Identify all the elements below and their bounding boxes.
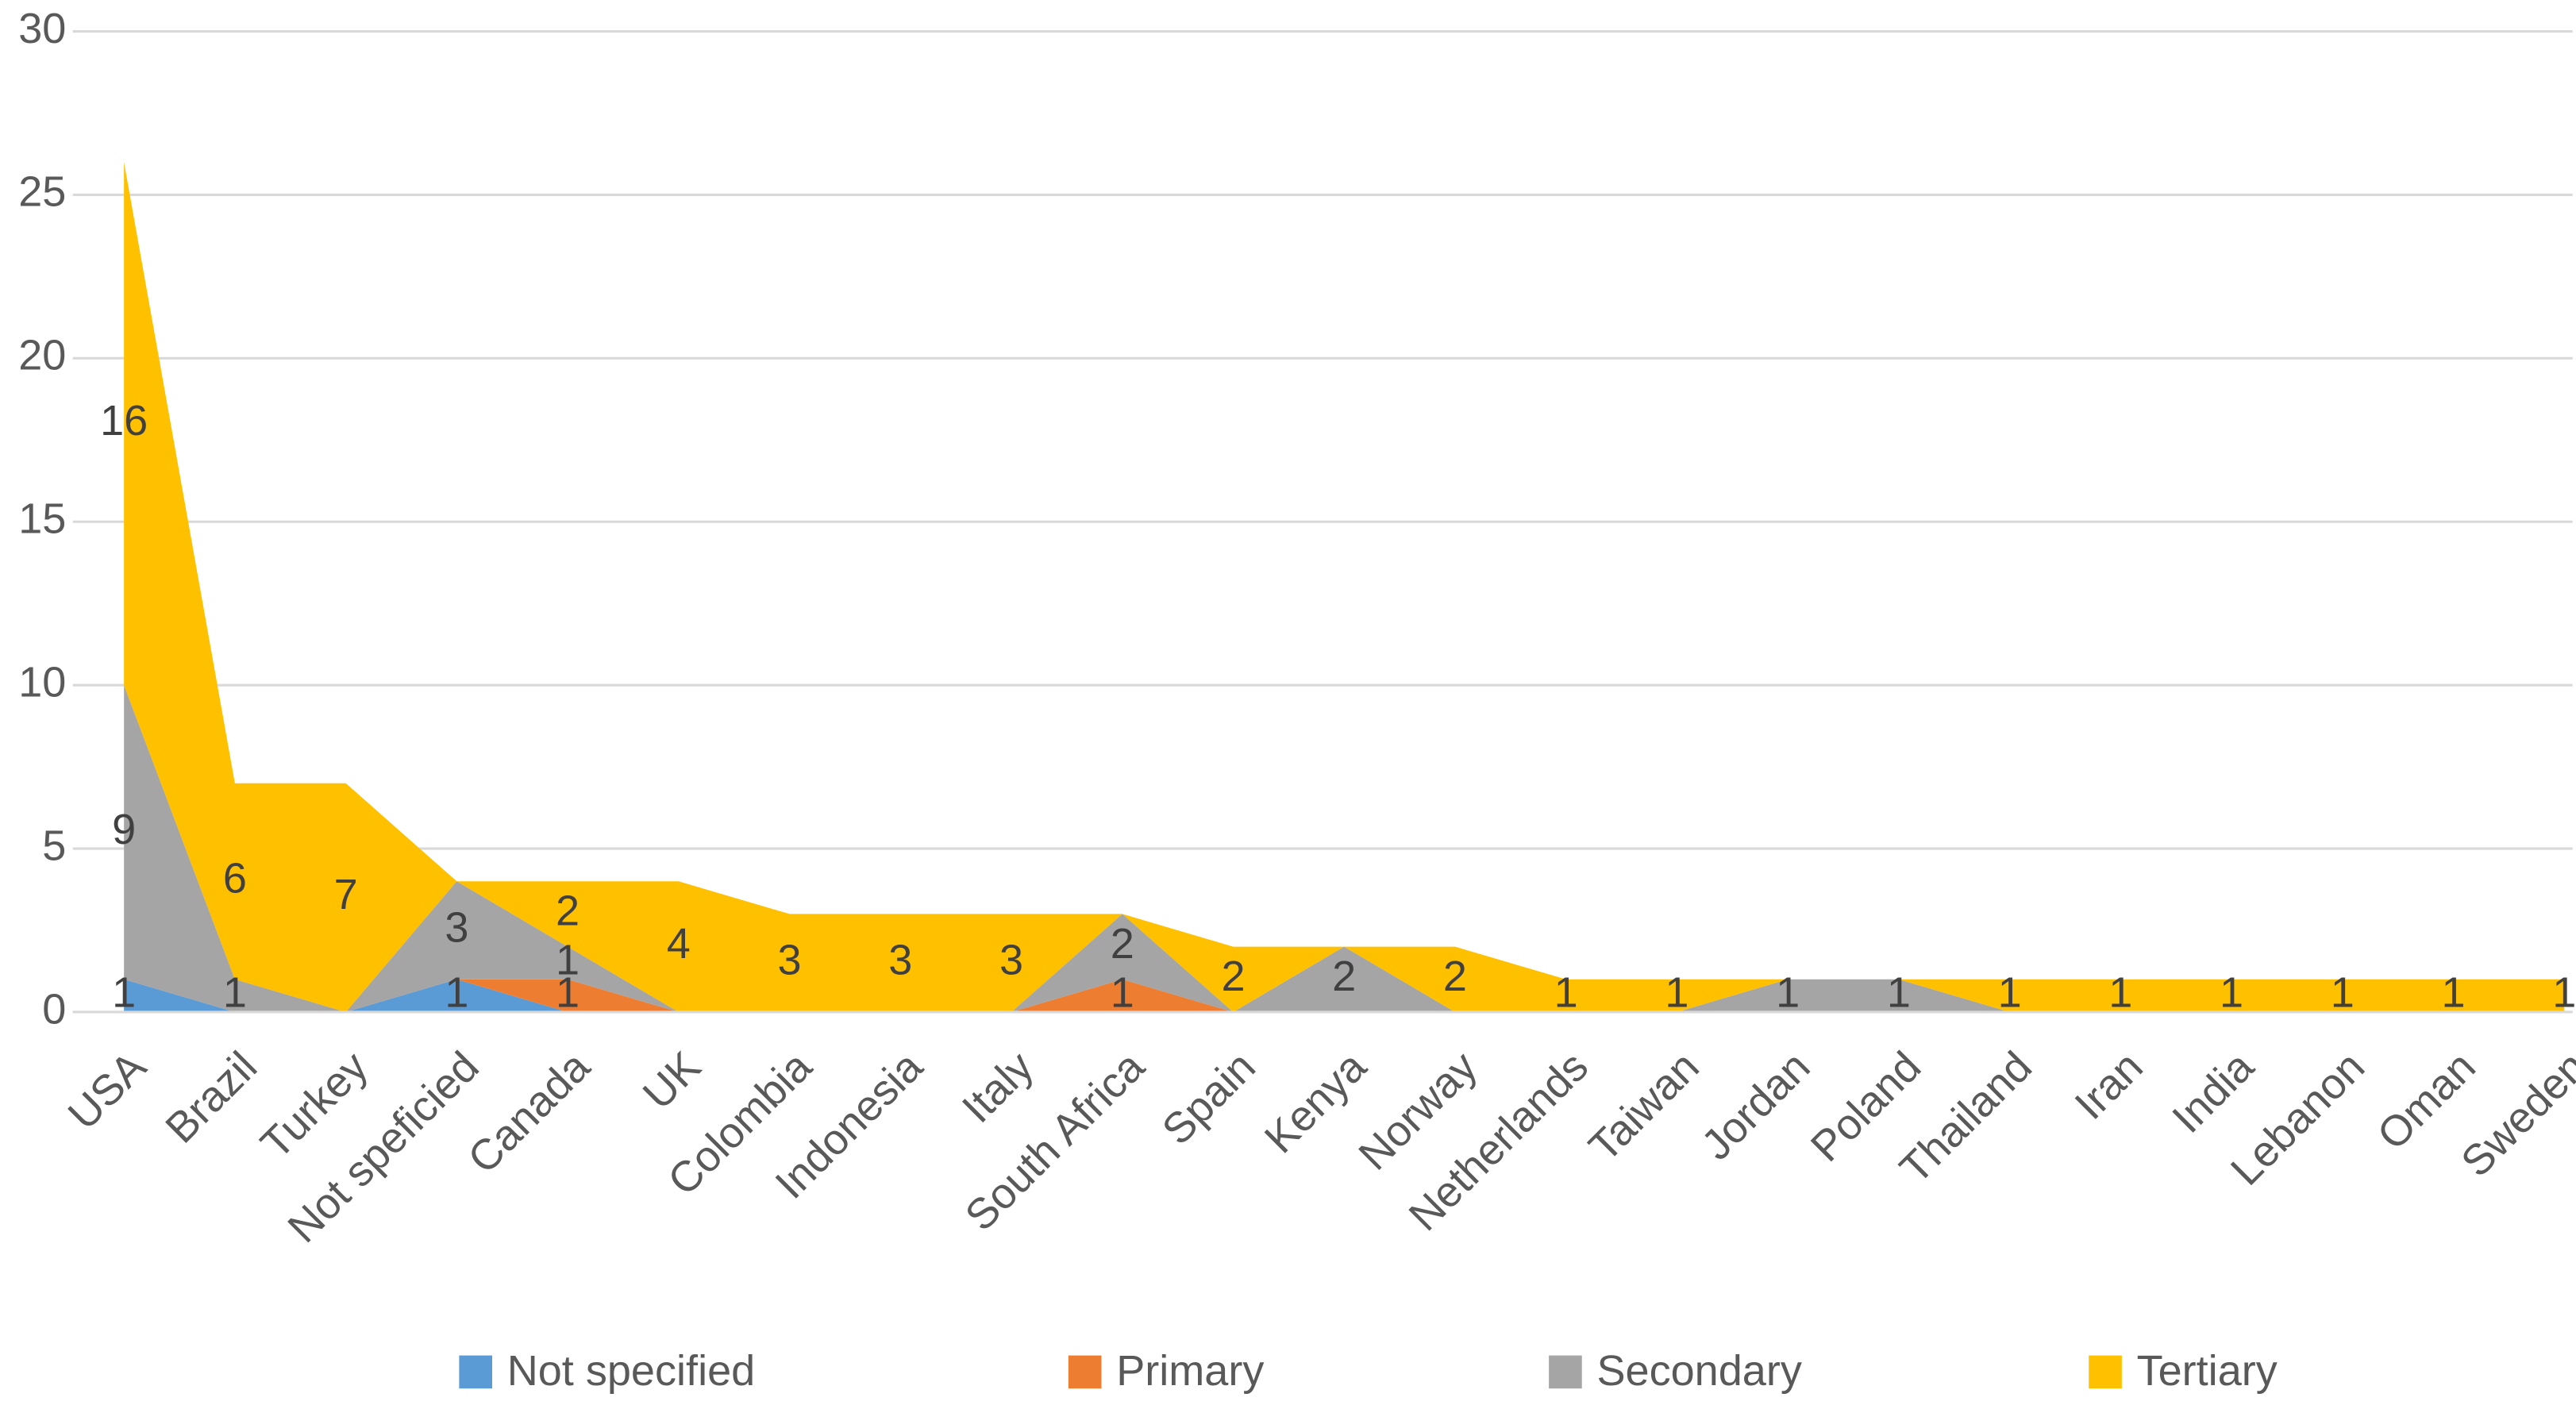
legend-swatch (1549, 1355, 1582, 1389)
legend-label: Tertiary (2137, 1347, 2278, 1395)
data-label: 1 (556, 936, 580, 984)
legend-swatch (2089, 1355, 2122, 1389)
y-tick-label: 25 (18, 168, 66, 216)
data-label: 1 (2220, 969, 2243, 1017)
data-label: 2 (1332, 953, 1356, 1000)
y-tick-label: 0 (42, 985, 66, 1033)
legend-label: Not specified (507, 1347, 756, 1395)
y-tick-label: 10 (18, 658, 66, 706)
data-label: 1 (556, 969, 580, 1017)
legend-swatch (1068, 1355, 1102, 1389)
data-label: 3 (778, 936, 802, 984)
data-label: 1 (223, 969, 247, 1017)
area (124, 162, 2565, 1012)
area (124, 979, 2565, 1012)
y-tick-label: 30 (18, 5, 66, 52)
x-tick-label: UK (634, 1043, 710, 1119)
x-tick-label: India (2163, 1042, 2263, 1142)
x-tick-label: Taiwan (1580, 1043, 1708, 1171)
x-tick-label: Italy (953, 1043, 1043, 1133)
data-label: 2 (1111, 920, 1134, 968)
x-tick-label: Spain (1153, 1043, 1265, 1154)
data-label: 1 (2441, 969, 2465, 1017)
data-label: 3 (888, 936, 912, 984)
y-tick-label: 15 (18, 495, 66, 543)
data-label: 16 (100, 397, 148, 445)
legend-swatch (459, 1355, 492, 1389)
data-label: 1 (1554, 969, 1578, 1017)
x-tick-label: Jordan (1692, 1043, 1819, 1169)
x-tick-label: Canada (459, 1042, 599, 1183)
data-label: 1 (1111, 969, 1134, 1017)
data-label: 9 (112, 806, 136, 853)
area (124, 979, 2565, 1012)
data-label: 3 (999, 936, 1023, 984)
data-label: 1 (2552, 969, 2576, 1017)
x-tick-label: Not speficied (279, 1043, 487, 1252)
data-label: 1 (2331, 969, 2355, 1017)
legend-label: Primary (1116, 1347, 1264, 1395)
data-label: 6 (223, 855, 247, 903)
data-label: 2 (556, 887, 580, 935)
data-label: 1 (1776, 969, 1800, 1017)
data-label: 4 (667, 920, 691, 968)
x-tick-label: Iran (2066, 1043, 2151, 1129)
data-label: 1 (1887, 969, 1911, 1017)
data-label: 1 (1998, 969, 2022, 1017)
y-tick-label: 5 (42, 822, 66, 869)
x-tick-label: USA (60, 1043, 156, 1139)
data-label: 1 (2108, 969, 2132, 1017)
y-tick-label: 20 (18, 332, 66, 379)
x-tick-label: Brazil (156, 1043, 266, 1153)
data-label: 3 (445, 903, 468, 951)
data-label: 1 (112, 969, 136, 1017)
data-label: 1 (445, 969, 468, 1017)
data-label: 2 (1221, 953, 1245, 1000)
data-label: 1 (1665, 969, 1688, 1017)
legend-label: Secondary (1596, 1347, 1801, 1395)
data-label: 2 (1443, 953, 1467, 1000)
data-label: 7 (334, 871, 358, 918)
